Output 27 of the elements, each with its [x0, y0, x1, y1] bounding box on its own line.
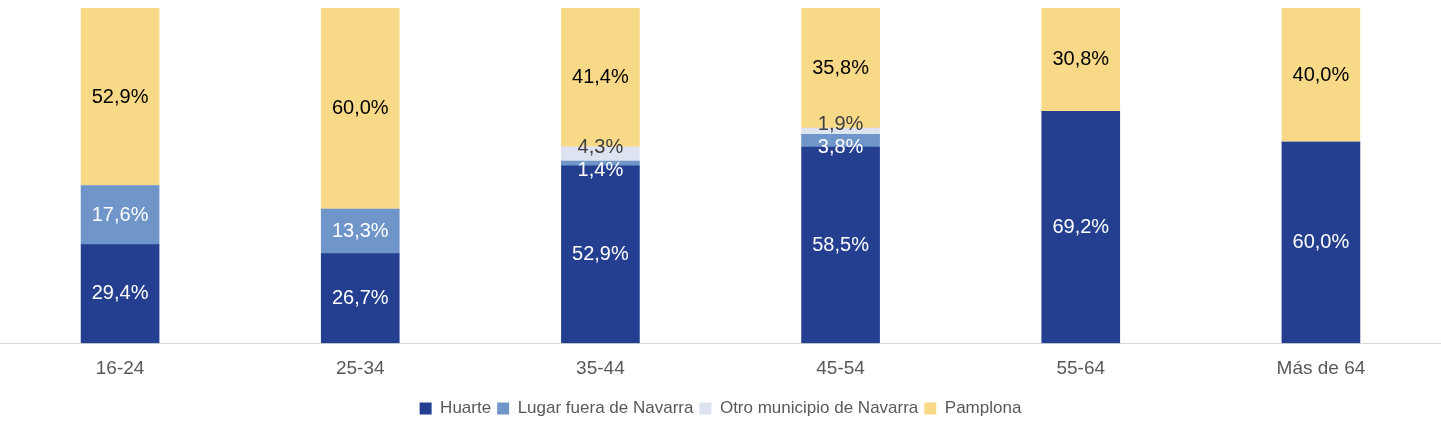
legend-label: Otro municipio de Navarra: [719, 398, 919, 418]
data-label: 35,8%: [812, 55, 870, 78]
data-label: 60,0%: [331, 96, 389, 119]
data-label: 52,9%: [91, 84, 149, 107]
x-tick-label: Más de 64: [1276, 356, 1366, 378]
data-label: 52,9%: [572, 242, 629, 265]
x-tick-label: 16-24: [95, 356, 145, 378]
data-label: 69,2%: [1052, 214, 1110, 237]
legend-label: Lugar fuera de Navarra: [517, 398, 694, 418]
data-label: 29,4%: [91, 281, 149, 304]
legend-label: Huarte: [440, 398, 492, 418]
x-tick-label: 45-54: [816, 356, 866, 378]
legend-label: Pamplona: [944, 398, 1022, 418]
x-tick-label: 25-34: [335, 356, 385, 378]
data-label: 40,0%: [1292, 62, 1350, 85]
data-label: 4,3%: [577, 134, 624, 157]
data-label: 41,4%: [572, 64, 629, 87]
data-label: 1,4%: [577, 157, 624, 180]
data-label: 26,7%: [331, 285, 389, 308]
data-label: 13,3%: [331, 218, 389, 241]
data-label: 17,6%: [91, 202, 149, 225]
data-label: 3,8%: [817, 134, 864, 157]
x-tick-label: 35-44: [576, 356, 626, 378]
data-label: 30,8%: [1052, 47, 1110, 70]
data-label: 60,0%: [1292, 230, 1350, 253]
data-label: 58,5%: [812, 232, 870, 255]
x-tick-label: 55-64: [1056, 356, 1106, 378]
